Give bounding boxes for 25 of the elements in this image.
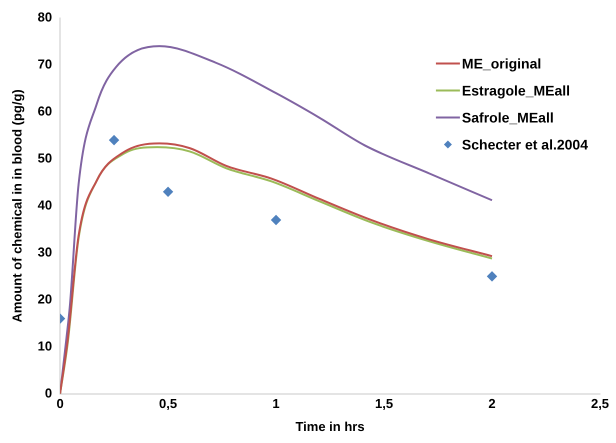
y-tick-label: 70 (38, 56, 52, 72)
y-tick-label: 60 (38, 104, 52, 119)
legend-label: ME_original (462, 55, 542, 72)
x-tick-label: 0,5 (159, 396, 178, 412)
x-tick-label: 0 (56, 396, 64, 412)
y-tick-label: 80 (38, 10, 52, 25)
y-tick-label: 30 (38, 244, 52, 260)
point (163, 186, 174, 197)
y-tick-label: 50 (38, 150, 52, 166)
point (487, 271, 498, 282)
x-tick-label: 2,5 (590, 396, 610, 412)
x-tick-label: 1 (272, 396, 280, 412)
legend-label: Schecter et al.2004 (462, 136, 588, 152)
x-tick-label: 1,5 (374, 396, 394, 412)
legend-label: Estragole_MEall (462, 82, 570, 98)
point (109, 135, 120, 146)
y-tick-label: 40 (38, 197, 52, 212)
point (271, 214, 282, 225)
x-tick-label: 2 (488, 396, 496, 412)
y-axis-title: Amount of chemical in in blood (pg/g) (9, 89, 24, 323)
legend-label: Safrole_MEall (462, 109, 554, 126)
x-axis-title: Time in hrs (295, 418, 365, 434)
y-tick-label: 20 (38, 291, 52, 306)
y-tick-label: 0 (44, 385, 52, 400)
y-tick-label: 10 (38, 338, 52, 354)
